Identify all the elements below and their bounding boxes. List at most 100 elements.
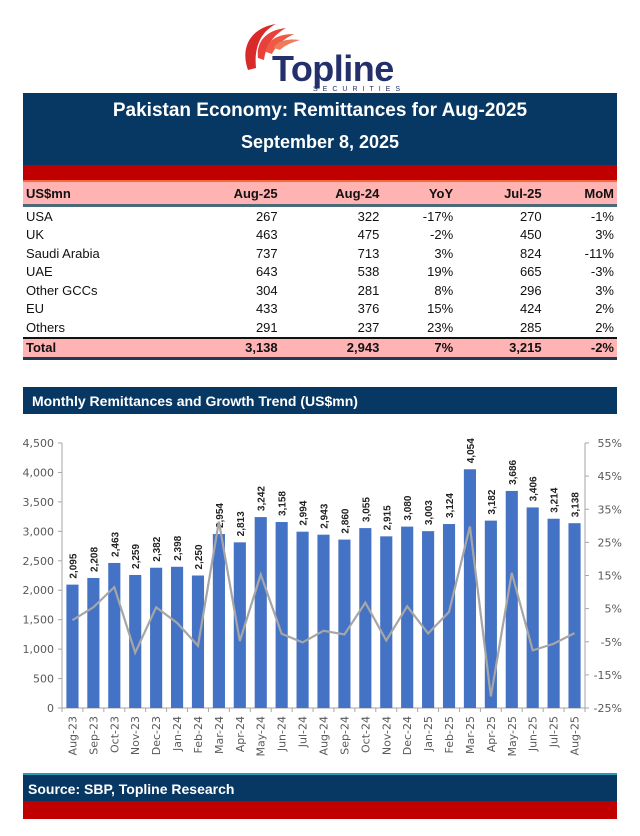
row-label: UAE (26, 264, 53, 280)
x-tick-label: Oct-24 (359, 716, 372, 753)
column-header: US$mn (23, 182, 179, 207)
total-value: 2,943 (280, 336, 383, 360)
column-header: MoM (544, 182, 617, 207)
right-tick-label: 15% (598, 570, 622, 583)
bar-data-label: 4,054 (466, 438, 477, 463)
row-label: EU (26, 301, 45, 317)
x-tick-label: Nov-24 (380, 716, 393, 755)
bar (296, 531, 309, 708)
logo-subtitle: SECURITIES (313, 86, 406, 93)
bar (87, 577, 100, 708)
x-tick-label: Sep-23 (87, 716, 100, 755)
report-date: September 8, 2025 (240, 132, 400, 152)
bar (170, 566, 184, 708)
bar-data-label: 2,259 (131, 544, 142, 569)
bar (317, 534, 330, 708)
cell-value: 237 (357, 319, 380, 335)
cell-value: 291 (255, 319, 278, 335)
x-tick-label: Jun-25 (527, 716, 540, 752)
bar (505, 490, 518, 708)
bar (233, 542, 246, 708)
cell-value: -1% (590, 208, 614, 224)
cell-value: 267 (255, 208, 278, 224)
cell-value: 643 (255, 264, 278, 280)
right-tick-label: 45% (598, 470, 622, 483)
total-value: 3,215 (456, 336, 545, 360)
left-tick-label: 1,000 (23, 643, 55, 656)
bar-data-label: 2,813 (236, 511, 247, 536)
left-tick-label: 3,000 (23, 525, 55, 538)
table-row: Other GCCs 304 281 8% 296 3% (23, 281, 617, 300)
cell-value: 424 (519, 301, 542, 317)
bar (484, 520, 497, 708)
left-tick-label: 4,500 (23, 437, 55, 450)
cell-value: -17% (422, 208, 454, 224)
bar-data-label: 3,080 (403, 495, 414, 520)
report-title: Pakistan Economy: Remittances for Aug-20… (112, 100, 528, 121)
table-row: EU 433 376 15% 424 2% (23, 300, 617, 319)
x-tick-label: Feb-25 (443, 716, 456, 753)
x-tick-label: Apr-24 (234, 716, 247, 752)
cell-value: 713 (357, 245, 380, 261)
x-tick-label: Aug-23 (66, 716, 79, 755)
cell-value: 281 (357, 282, 380, 298)
bar (66, 584, 79, 708)
cell-value: 23% (427, 319, 454, 335)
bar-data-label: 3,003 (424, 500, 435, 525)
x-tick-label: Mar-24 (213, 716, 226, 754)
x-tick-label: Jun-24 (276, 716, 289, 752)
row-label: Other GCCs (26, 282, 98, 298)
right-tick-label: -15% (594, 669, 622, 682)
bar (422, 531, 435, 708)
left-tick-label: 1,500 (23, 614, 55, 627)
source-band: Source: SBP, Topline Research (23, 773, 617, 803)
right-tick-label: -25% (594, 702, 622, 715)
cell-value: 737 (255, 245, 278, 261)
bar-data-label: 2,382 (152, 536, 163, 561)
left-tick-label: 2,000 (23, 584, 55, 597)
left-tick-label: 500 (33, 673, 54, 686)
x-tick-label: Apr-25 (485, 716, 498, 752)
header-red-band (23, 165, 617, 182)
bar-data-label: 3,406 (529, 476, 540, 501)
topline-logo: Topline SECURITIES (236, 18, 406, 93)
table-row: Others 291 237 23% 285 2% (23, 318, 617, 338)
bar (150, 567, 163, 708)
row-label: Others (26, 319, 66, 335)
x-tick-label: Sep-24 (338, 716, 351, 755)
cell-value: 285 (519, 319, 542, 335)
cell-value: 824 (519, 245, 542, 261)
cell-value: 450 (519, 227, 542, 243)
total-label: Total (23, 336, 179, 360)
chart-section-title: Monthly Remittances and Growth Trend (US… (23, 387, 617, 414)
footer-red-band (23, 801, 617, 819)
bar (338, 539, 351, 708)
right-tick-label: -5% (601, 636, 622, 649)
cell-value: 2% (595, 301, 614, 317)
cell-value: 19% (427, 264, 454, 280)
chart-title: Monthly Remittances and Growth Trend (US… (32, 393, 358, 409)
right-tick-label: 35% (598, 503, 622, 516)
cell-value: 376 (357, 301, 380, 317)
bar-data-label: 2,398 (173, 535, 184, 560)
row-label: Saudi Arabia (26, 245, 100, 261)
bar (254, 517, 267, 708)
bar-data-label: 2,915 (382, 505, 393, 530)
left-tick-label: 4,000 (23, 466, 55, 479)
cell-value: 433 (255, 301, 278, 317)
cell-value: -3% (590, 264, 614, 280)
row-label: UK (26, 227, 45, 243)
swoosh-icon (245, 24, 300, 70)
left-tick-label: 3,500 (23, 496, 55, 509)
bar-data-label: 3,182 (487, 489, 498, 514)
x-tick-label: Aug-24 (318, 716, 331, 755)
bar-data-label: 3,124 (445, 493, 456, 518)
bar-data-label: 2,994 (299, 500, 310, 525)
table-header-row: US$mn Aug-25 Aug-24 YoY Jul-25 MoM (23, 182, 617, 207)
x-tick-label: Oct-23 (108, 716, 121, 753)
cell-value: 304 (255, 282, 278, 298)
bar-data-label: 2,860 (340, 508, 351, 533)
cell-value: 3% (595, 282, 614, 298)
column-header: Aug-24 (280, 182, 383, 207)
column-header: Aug-25 (179, 182, 281, 207)
